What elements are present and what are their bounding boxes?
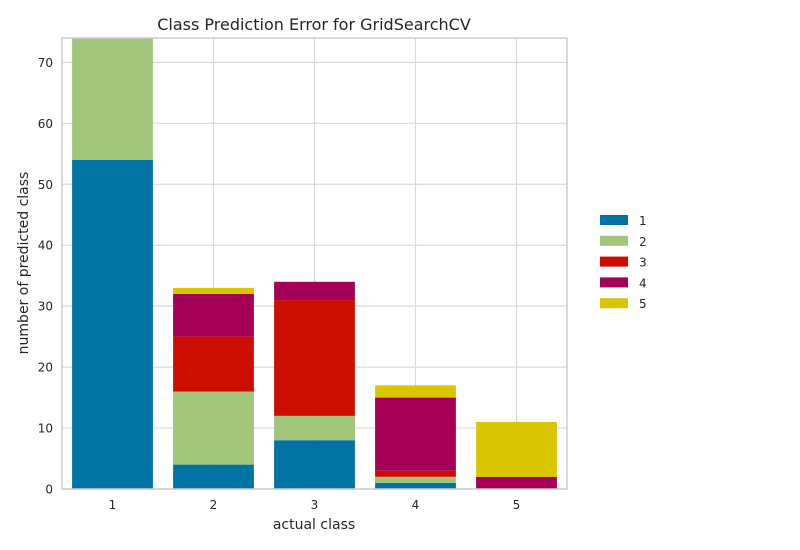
bar-segment-class-4-pred-5 bbox=[375, 385, 456, 398]
legend: 1 2 3 4 5 bbox=[600, 214, 647, 311]
bar-segment-class-3-pred-4 bbox=[274, 281, 355, 301]
y-tick-label: 60 bbox=[38, 117, 53, 131]
y-axis-label: number of predicted class bbox=[16, 172, 32, 355]
y-tick-label: 10 bbox=[38, 422, 53, 436]
legend-label: 2 bbox=[639, 235, 647, 249]
bar-segment-class-2-pred-3 bbox=[173, 336, 254, 392]
legend-label: 1 bbox=[639, 214, 647, 228]
bar-segment-class-2-pred-2 bbox=[173, 391, 254, 465]
legend-label: 5 bbox=[639, 297, 647, 311]
bar-segment-class-5-pred-4 bbox=[476, 476, 557, 489]
bar-segment-class-4-pred-4 bbox=[375, 397, 456, 471]
y-tick-labels: 0 10 20 30 40 50 60 70 bbox=[38, 56, 53, 497]
bar-segment-class-2-pred-4 bbox=[173, 293, 254, 337]
legend-swatch bbox=[600, 256, 628, 267]
plot-frame bbox=[61, 37, 568, 490]
y-tick-label: 30 bbox=[38, 300, 53, 314]
x-axis-label: actual class bbox=[273, 517, 355, 533]
x-tick-label: 2 bbox=[210, 498, 218, 512]
y-tick-label: 40 bbox=[38, 239, 53, 253]
x-tick-label: 4 bbox=[412, 498, 420, 512]
y-tick-label: 20 bbox=[38, 361, 53, 375]
legend-swatch bbox=[600, 298, 628, 309]
bar-segment-class-3-pred-3 bbox=[274, 300, 355, 416]
bar-segment-class-4-pred-1 bbox=[375, 482, 456, 489]
x-tick-label: 5 bbox=[513, 498, 521, 512]
bar-segment-class-2-pred-5 bbox=[173, 287, 254, 294]
x-tick-label: 3 bbox=[311, 498, 319, 512]
legend-swatch bbox=[600, 235, 628, 246]
legend-label: 4 bbox=[639, 276, 647, 290]
bar-segment-class-5-pred-5 bbox=[476, 421, 557, 477]
y-tick-label: 0 bbox=[45, 483, 53, 497]
y-tick-label: 70 bbox=[38, 56, 53, 70]
bar-segment-class-3-pred-1 bbox=[274, 440, 355, 489]
legend-swatch bbox=[600, 277, 628, 288]
chart-title: Class Prediction Error for GridSearchCV bbox=[157, 15, 471, 34]
bars bbox=[72, 38, 557, 489]
y-tick-label: 50 bbox=[38, 178, 53, 192]
bar-segment-class-4-pred-3 bbox=[375, 470, 456, 477]
legend-swatch bbox=[600, 215, 628, 225]
legend-label: 3 bbox=[639, 256, 647, 270]
bar-segment-class-1-pred-2 bbox=[72, 38, 153, 160]
x-tick-labels: 1 2 3 4 5 bbox=[109, 498, 521, 512]
bar-segment-class-3-pred-2 bbox=[274, 415, 355, 441]
x-tick-label: 1 bbox=[109, 498, 117, 512]
bar-segment-class-2-pred-1 bbox=[173, 464, 254, 489]
bar-segment-class-1-pred-1 bbox=[72, 159, 153, 489]
bar-segment-class-4-pred-2 bbox=[375, 476, 456, 483]
